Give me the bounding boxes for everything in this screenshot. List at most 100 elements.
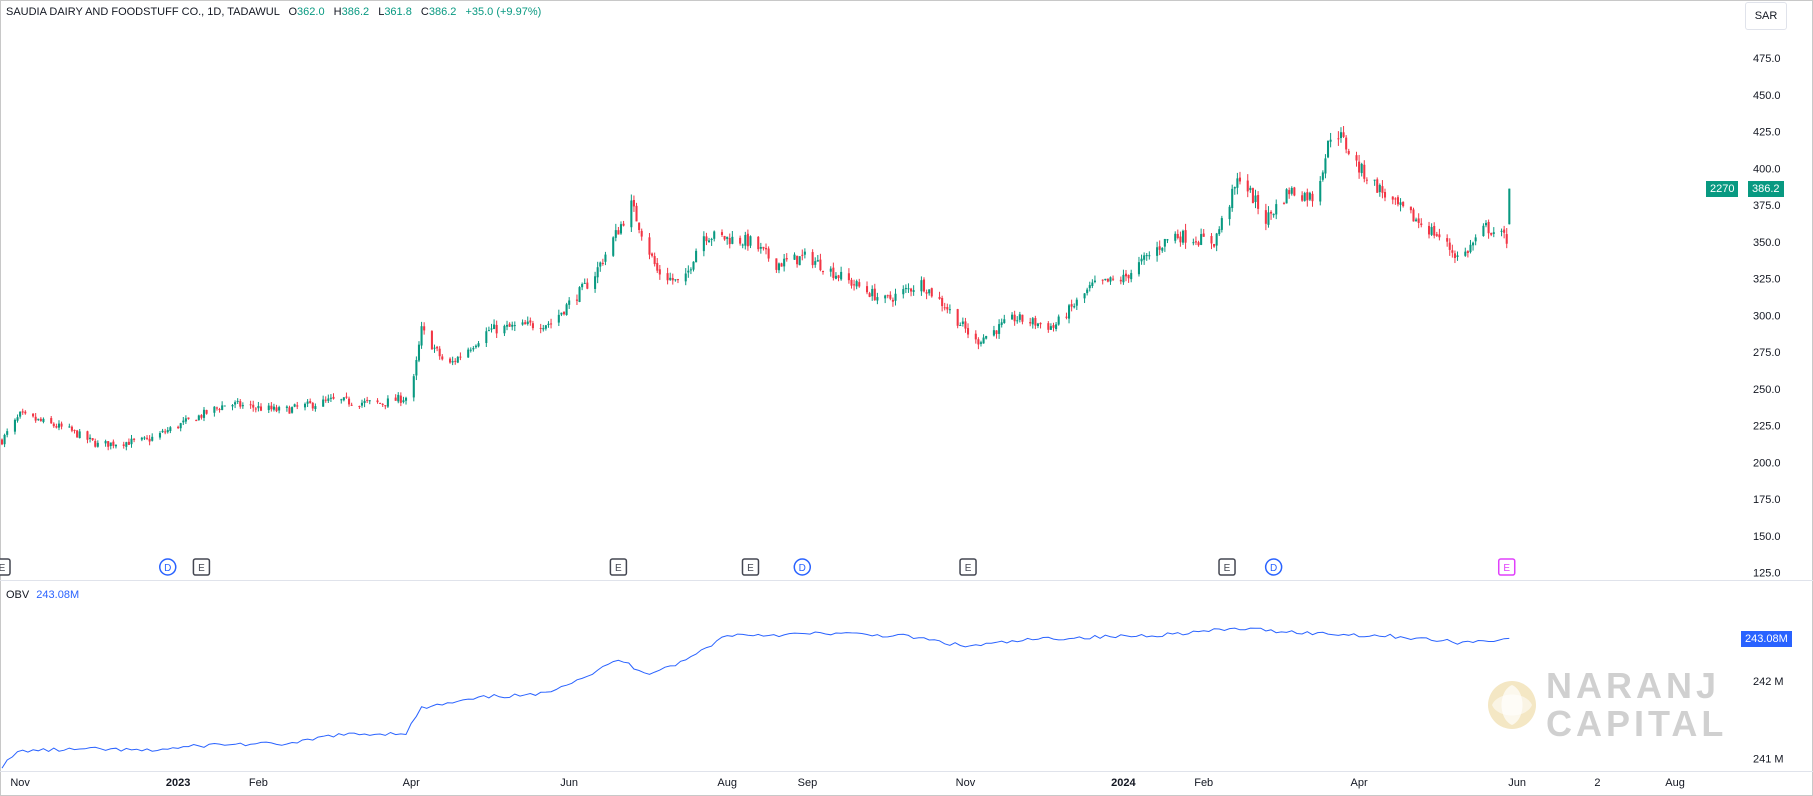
candle-up [234,402,237,405]
candle-up [798,256,801,266]
candle-down [122,444,125,446]
candle-down [1197,242,1200,246]
candle-down [1124,273,1128,277]
candle-down [394,397,397,401]
candle-up [669,277,672,280]
candle-up [114,444,117,447]
candle-up [1360,163,1363,174]
candle-up [992,330,995,336]
candle-down [309,401,312,404]
candle-down [1070,304,1073,307]
candle-up [619,224,623,234]
candle-up [674,279,677,281]
currency-button[interactable]: SAR [1745,2,1787,30]
candle-down [52,423,55,427]
candle-up [614,230,617,238]
candle-up [223,405,226,407]
candle-up [793,254,796,260]
candle-down [1417,218,1420,223]
candle-up [158,433,162,438]
candle-down [868,293,871,297]
earnings-marker-icon [959,558,977,576]
candle-up [596,267,599,278]
event-marker-label: E [0,563,6,574]
candle-down [1194,241,1197,243]
candle-up [521,322,524,325]
candle-down [200,415,203,418]
candle-up [169,427,172,431]
candle-up [1011,314,1014,320]
candle-down [801,254,804,256]
candle-up [184,418,187,422]
price-axis-tick-label: 225.0 [1753,421,1781,433]
candle-up [998,324,1001,334]
candle-down [858,282,861,287]
candle-down [676,279,679,281]
candle-down [1238,177,1242,182]
candle-down [275,407,278,412]
candle-up [1324,158,1327,174]
candle-up [1140,258,1143,262]
candle-down [757,236,760,250]
candle-down [1047,323,1050,330]
candle-down [1505,234,1508,244]
candle-down [332,396,335,399]
low-label: L [378,6,385,18]
time-axis-tick-label: Nov [956,777,976,789]
candle-up [1018,314,1021,320]
candle-up [1104,278,1107,281]
candle-down [938,296,941,299]
time-axis-tick-label: Sep [798,777,818,789]
earnings-marker-icon [0,558,11,576]
candle-down [423,326,426,331]
candle-up [829,268,832,272]
candle-down [746,233,749,247]
candle-up [1130,273,1133,280]
obv-axis-tick-label: 241 M [1753,753,1784,765]
candle-down [133,438,136,440]
candle-up [1430,227,1433,235]
obv-line [1,627,1510,769]
candle-down [1101,279,1104,281]
candle-up [1303,193,1306,201]
candle-up [456,356,459,363]
candle-up [368,400,371,402]
candle-up [37,418,40,420]
time-axis-tick-label: Nov [10,777,30,789]
candle-up [560,312,563,315]
time-axis-tick-label: Feb [249,777,268,789]
candle-down [930,288,933,297]
candle-down [164,431,167,433]
candle-down [107,441,110,447]
candle-up [1275,204,1278,215]
candle-up [904,287,907,290]
candle-down [562,311,566,315]
candle-up [759,247,762,249]
candle-up [834,275,837,279]
candle-up [1057,316,1060,325]
open-label: O [288,6,298,18]
candle-down [76,430,79,438]
candle-down [671,277,674,281]
price-axis-tick-label: 150.0 [1753,531,1781,543]
candle-down [728,238,731,245]
candle-down [1127,275,1130,279]
candle-up [1161,247,1164,251]
candle-up [1016,320,1019,322]
candle-down [358,406,361,408]
candle-up [1484,222,1488,226]
candle-down [658,269,661,275]
candle-down [508,323,511,327]
earnings-marker-icon [192,558,211,576]
candle-up [542,328,545,330]
candle-up [630,200,633,228]
candle-down [259,406,263,411]
candle-down [1112,278,1115,280]
price-axis-tick-label: 450.0 [1753,90,1781,102]
candle-down [1311,193,1314,202]
candle-down [239,401,242,407]
candle-up [89,437,92,440]
candle-down [1202,233,1205,237]
candle-up [221,405,224,410]
